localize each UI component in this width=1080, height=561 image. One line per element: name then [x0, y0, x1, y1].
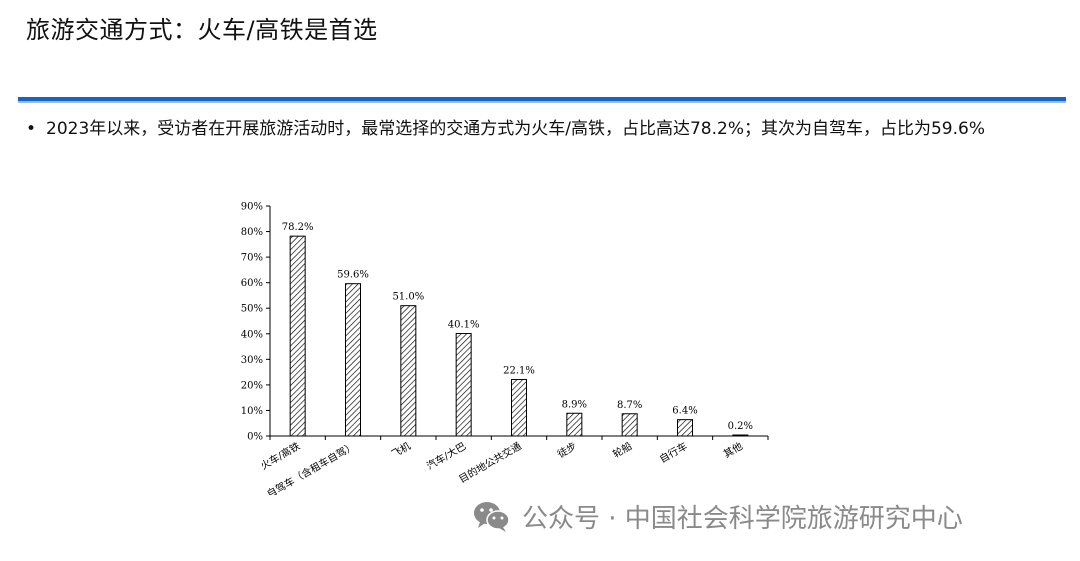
bullet-marker: • — [26, 119, 37, 139]
bar-chart: 0% 10% 20% 30% 40% 50% 60% 70% 80% 90% 78.2% 火车/高铁 5… — [241, 202, 769, 501]
data-label: 78.2% — [282, 222, 314, 233]
data-label: 8.7% — [617, 400, 642, 411]
x-tick-label: 自行车 — [657, 439, 689, 465]
x-tick-label: 目的地公共交通 — [456, 439, 523, 485]
x-tick-label: 飞机 — [389, 439, 413, 460]
x-tick-label: 轮船 — [610, 439, 634, 460]
data-label: 6.4% — [672, 406, 697, 417]
bar — [621, 413, 638, 437]
x-tick-label: 其他 — [721, 439, 745, 460]
chart-container: 0% 10% 20% 30% 40% 50% 60% 70% 80% 90% 78.2% 火车/高铁 5… — [226, 195, 786, 501]
data-label: 0.2% — [728, 421, 753, 432]
watermark-text: 公众号 · 中国社会科学院旅游研究中心 — [522, 504, 963, 534]
bar — [677, 419, 693, 437]
title-divider — [18, 97, 1066, 101]
title-divider-shadow — [18, 101, 1066, 103]
y-tick-label: 10% — [241, 406, 263, 417]
y-tick-label: 40% — [241, 329, 263, 340]
bar — [400, 305, 417, 437]
y-tick-label: 90% — [241, 202, 263, 213]
y-tick-label: 0% — [247, 432, 263, 443]
bar — [455, 333, 472, 437]
x-tick-label: 火车/高铁 — [258, 439, 302, 472]
summary-text: 2023年以来，受访者在开展旅游活动时，最常选择的交通方式为火车/高铁，占比高达… — [46, 119, 985, 139]
y-tick-label: 20% — [241, 380, 263, 391]
data-label: 40.1% — [448, 320, 480, 331]
bar — [289, 235, 306, 437]
bar — [566, 412, 583, 437]
page-title: 旅游交通方式：火车/高铁是首选 — [26, 16, 378, 44]
x-tick-label: 自驾车（含租车自驾） — [264, 439, 357, 495]
wechat-icon — [474, 501, 510, 532]
data-label: 22.1% — [503, 366, 535, 377]
data-label: 8.9% — [562, 399, 587, 410]
x-tick-label: 徒步 — [555, 439, 579, 460]
watermark: 公众号 · 中国社会科学院旅游研究中心 — [472, 498, 963, 535]
y-tick-label: 70% — [241, 253, 263, 264]
y-tick-label: 60% — [241, 278, 263, 289]
bar — [345, 283, 361, 437]
summary-bullet: • 2023年以来，受访者在开展旅游活动时，最常选择的交通方式为火车/高铁，占比… — [26, 118, 1056, 141]
data-label: 51.0% — [392, 292, 424, 303]
bar — [732, 434, 749, 437]
data-label: 59.6% — [337, 270, 369, 281]
bar — [511, 379, 527, 437]
x-tick-label: 汽车/大巴 — [424, 439, 468, 472]
y-tick-label: 50% — [241, 304, 263, 315]
y-tick-label: 30% — [241, 355, 263, 366]
y-tick-label: 80% — [241, 227, 263, 238]
